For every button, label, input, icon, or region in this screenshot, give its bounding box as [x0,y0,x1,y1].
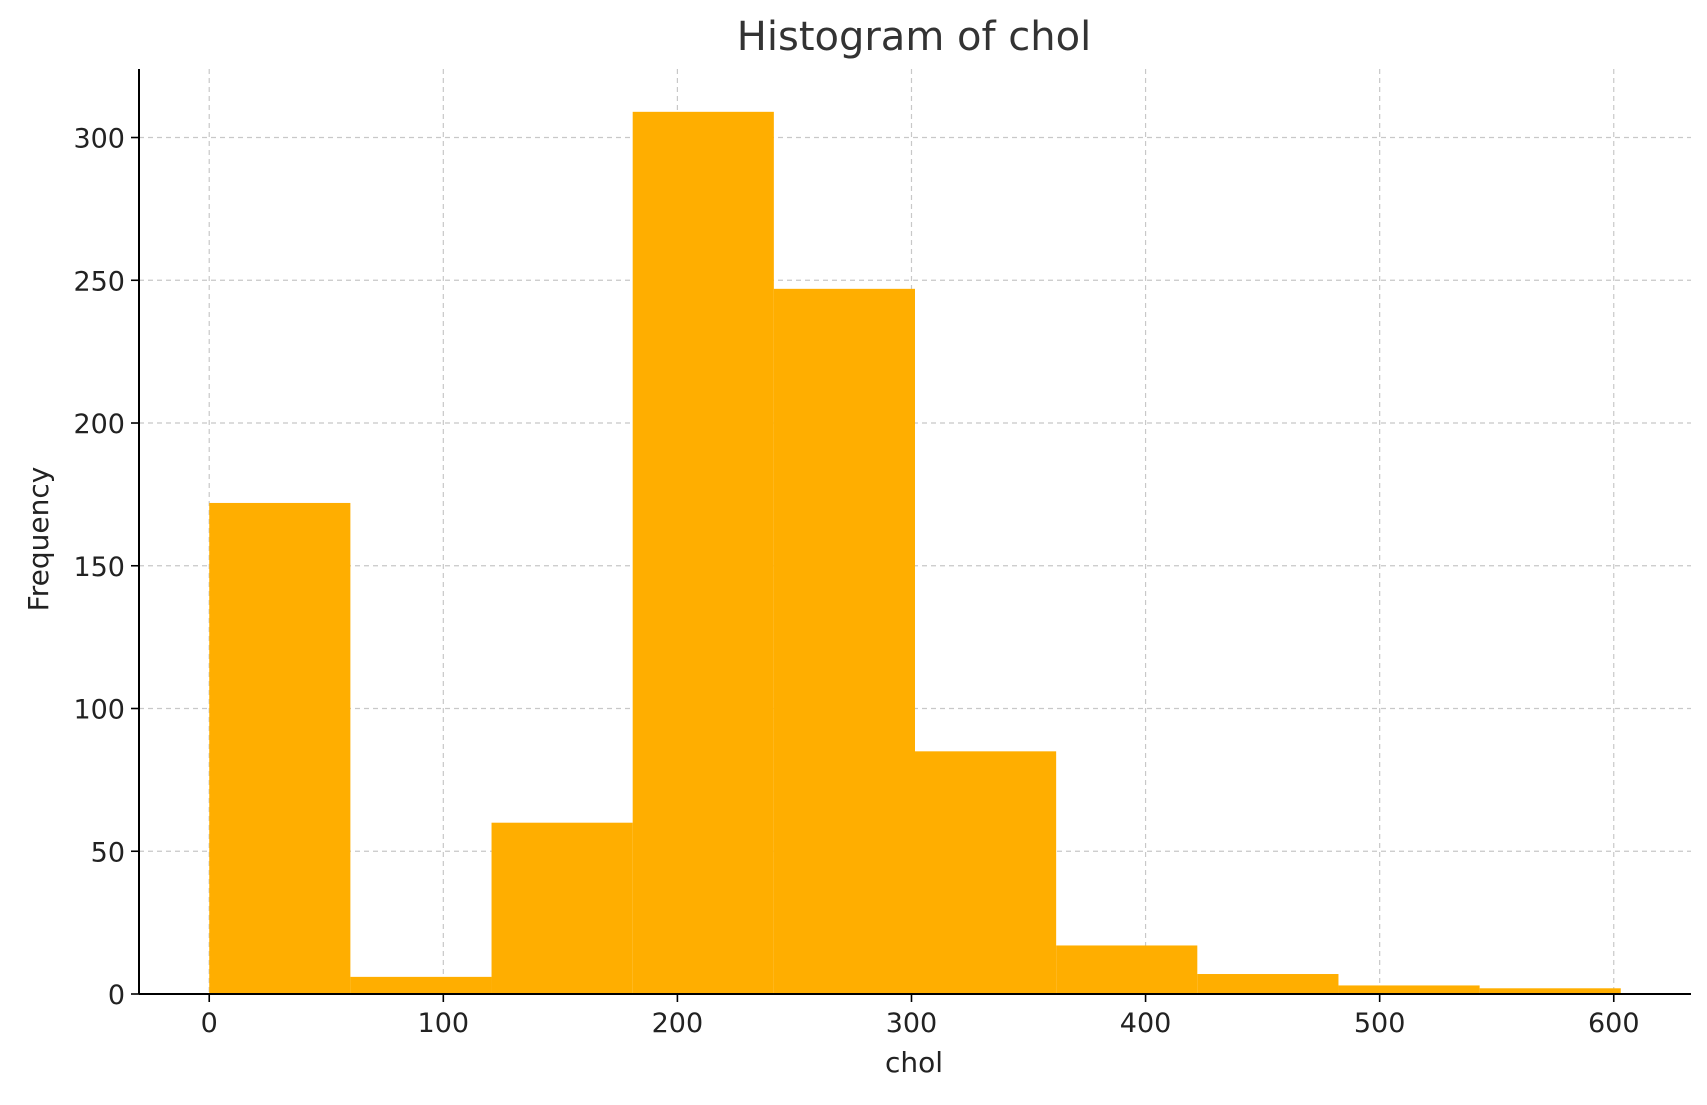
y-tick-label: 300 [73,124,125,155]
histogram-bar [350,976,492,994]
x-tick-label: 0 [201,1008,218,1039]
x-tick-label: 400 [1120,1008,1172,1039]
y-tick-label: 0 [108,980,125,1011]
y-tick-label: 250 [73,266,125,297]
y-tick-label: 200 [73,409,125,440]
axes [138,69,1691,995]
x-tick-label: 300 [886,1008,938,1039]
histogram-bar [491,822,633,994]
x-tick-label: 500 [1354,1008,1406,1039]
histogram-bar [1197,974,1339,994]
histogram-bar [1056,945,1198,994]
chart-title: Histogram of chol [737,14,1091,60]
histogram-bar [632,111,774,994]
histogram-bar [1479,988,1621,994]
y-tick-label: 150 [73,552,125,583]
y-tick-label: 100 [73,695,125,726]
histogram-bar [1338,985,1480,994]
y-tick-labels: 0 50 100 150 200 250 300 [73,124,139,1011]
x-tick-labels: 0 100 200 300 400 500 600 [201,994,1640,1039]
histogram-bar [773,288,915,994]
y-tick-label: 50 [91,837,125,868]
histogram-bar [209,502,351,994]
y-axis-label: Frequency [22,467,55,612]
x-axis-label: chol [885,1046,943,1079]
x-tick-label: 600 [1588,1008,1640,1039]
histogram-bar [915,751,1057,994]
x-tick-label: 200 [652,1008,704,1039]
histogram-bars [209,111,1621,994]
x-tick-label: 100 [418,1008,470,1039]
